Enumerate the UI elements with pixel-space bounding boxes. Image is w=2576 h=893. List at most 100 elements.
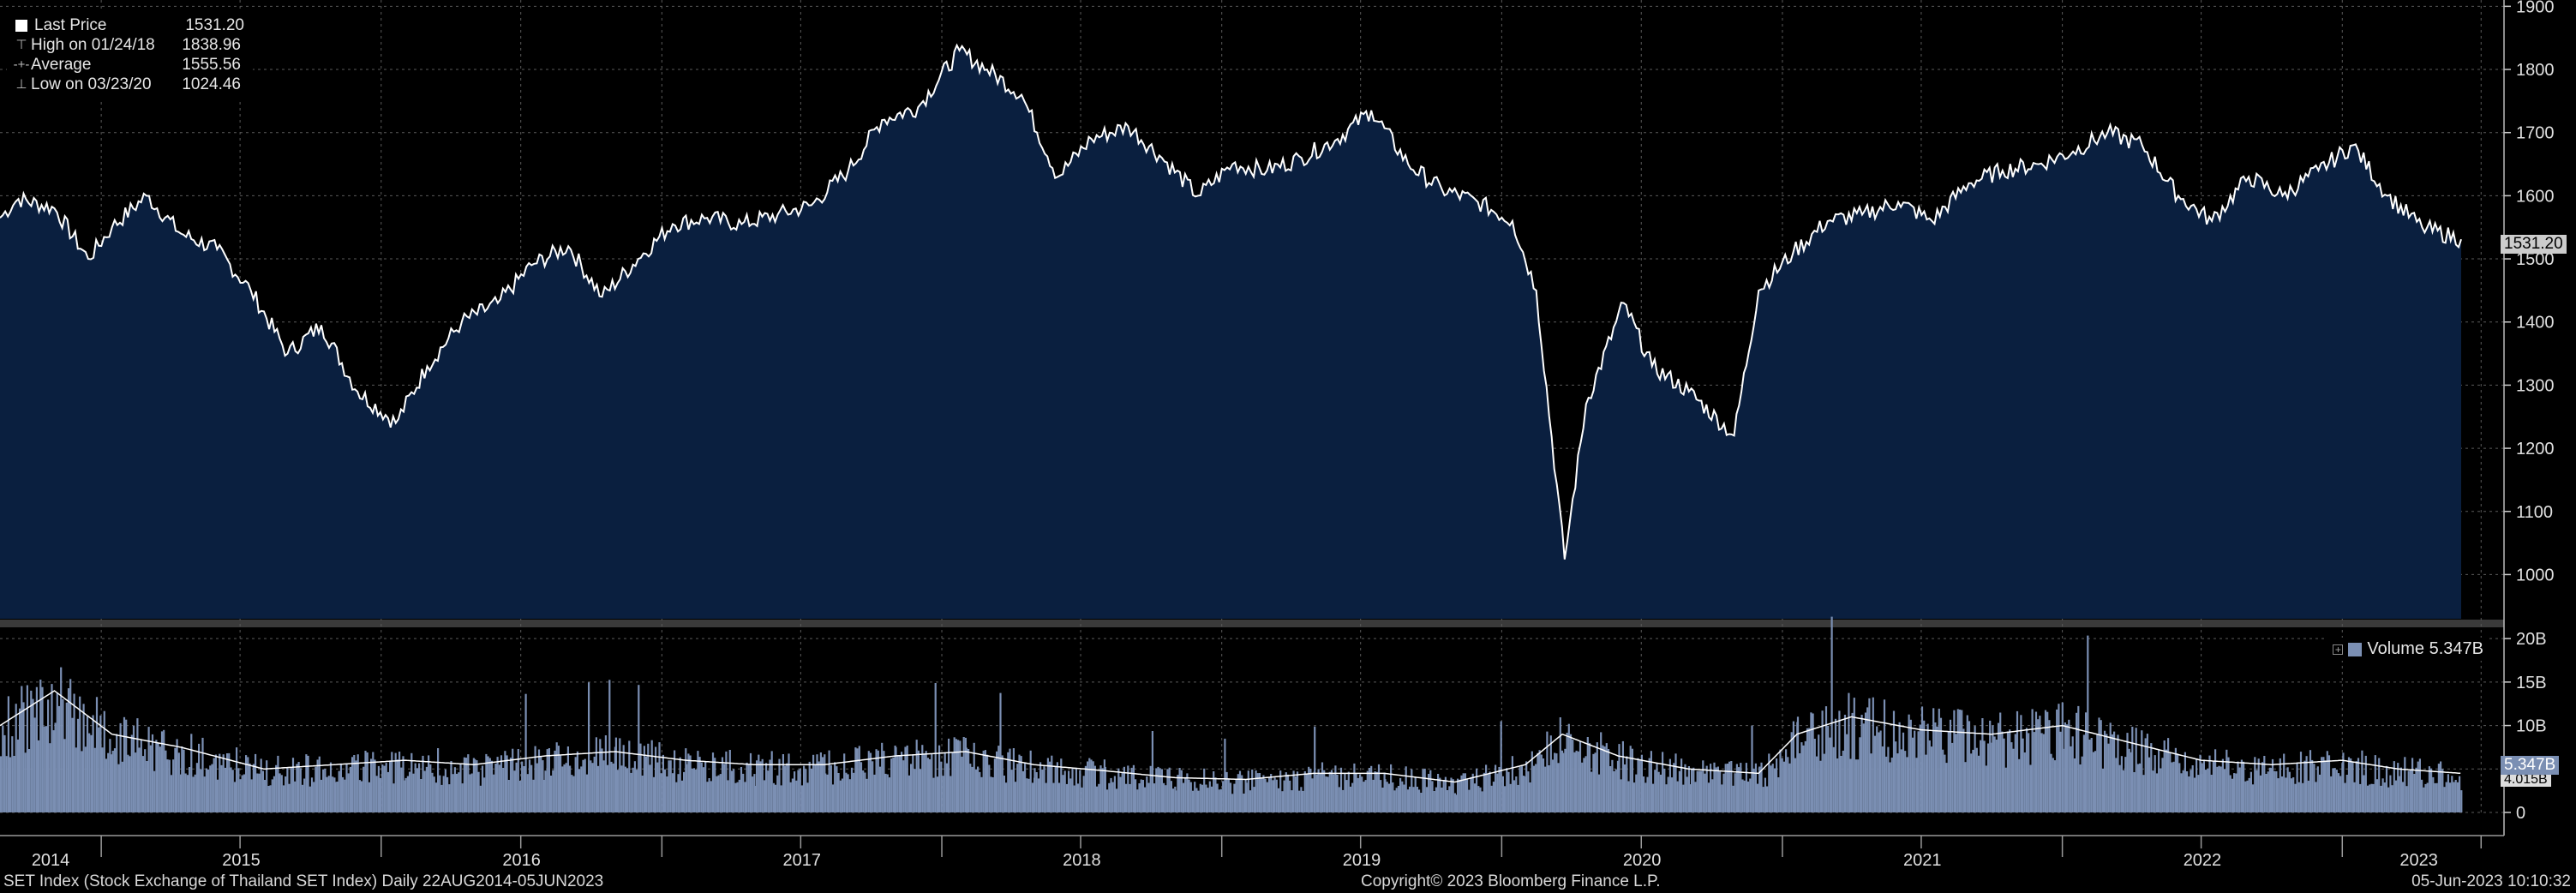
volume-bar — [2275, 771, 2278, 812]
volume-bar — [2082, 734, 2085, 812]
volume-bar — [850, 767, 854, 812]
volume-bar — [839, 780, 842, 812]
volume-bar — [1342, 789, 1345, 812]
volume-bar — [1682, 784, 1685, 812]
volume-bar — [493, 774, 495, 812]
volume-bar — [1597, 774, 1601, 812]
volume-bar — [1409, 786, 1411, 812]
volume-bar — [883, 751, 885, 812]
volume-bar — [1745, 763, 1747, 812]
volume-bar — [664, 769, 667, 812]
volume-bar — [1939, 717, 1943, 812]
volume-bar — [2100, 720, 2102, 812]
volume-bar — [1195, 788, 1198, 812]
volume-bar — [2053, 760, 2057, 812]
volume-bar — [2135, 728, 2137, 812]
volume-bar — [237, 768, 240, 812]
volume-bar — [1781, 758, 1783, 812]
volume-bar — [190, 734, 193, 812]
volume-bar — [980, 776, 983, 812]
volume-bar — [509, 758, 512, 812]
volume-bar — [119, 722, 122, 812]
legend-low: ⊥ Low on 03/23/20 1024.46 — [12, 75, 244, 94]
volume-bar — [2218, 765, 2220, 812]
volume-bar — [433, 776, 435, 812]
volume-bar — [458, 772, 460, 812]
volume-bar — [1676, 781, 1679, 812]
volume-bar — [1663, 768, 1666, 812]
volume-bar — [1531, 751, 1533, 812]
volume-bar — [1117, 768, 1120, 812]
volume-bar — [1468, 789, 1471, 812]
volume-bar — [580, 766, 583, 812]
average-marker-icon: -+- — [13, 57, 30, 72]
volume-bar — [1698, 770, 1700, 812]
volume-bar — [1447, 790, 1449, 812]
volume-bar — [1170, 781, 1172, 812]
volume-bar — [1656, 763, 1658, 812]
volume-bar — [107, 752, 110, 812]
volume-bar — [1249, 790, 1252, 812]
volume-bar — [1944, 754, 1946, 812]
volume-bar — [2366, 785, 2369, 812]
volume-bar — [2031, 709, 2034, 812]
volume-bar — [1694, 782, 1697, 812]
volume-bar — [803, 765, 806, 812]
volume-bar — [1507, 771, 1510, 812]
volume-bar — [1992, 725, 1994, 812]
volume-bar — [222, 754, 225, 812]
volume-bar — [1659, 774, 1662, 812]
volume-bar — [1551, 759, 1555, 812]
volume-bar — [647, 743, 650, 812]
volume-bar — [856, 748, 859, 812]
price-tick-label: 1400 — [2516, 314, 2555, 333]
volume-bar — [297, 762, 300, 812]
volume-bar — [1483, 772, 1485, 812]
volume-bar — [47, 699, 50, 812]
volume-bar — [622, 745, 625, 812]
volume-bar — [179, 774, 183, 812]
volume-bar — [1762, 787, 1764, 812]
volume-bar — [1336, 775, 1339, 812]
volume-bar — [1345, 780, 1348, 812]
volume-bar — [2296, 762, 2298, 812]
volume-bar — [1012, 748, 1015, 812]
volume-bar — [1258, 773, 1261, 812]
volume-bar — [1358, 774, 1362, 812]
volume-bar — [1375, 771, 1378, 812]
volume-bar — [402, 756, 404, 812]
volume-bar — [2430, 768, 2433, 812]
volume-bar — [409, 771, 411, 812]
volume-bar — [1462, 773, 1465, 812]
volume-bar — [895, 746, 897, 812]
volume-bar — [1633, 782, 1636, 812]
volume-bar — [1849, 758, 1852, 812]
volume-bar — [1397, 786, 1399, 812]
volume-bar — [412, 773, 415, 812]
volume-bar — [1650, 751, 1652, 812]
volume-bar — [255, 753, 257, 812]
volume-bar — [1277, 788, 1280, 812]
volume-bar — [189, 767, 191, 812]
volume-bar — [2113, 731, 2116, 812]
volume-bar — [1093, 765, 1096, 812]
volume-bar — [2088, 740, 2091, 812]
volume-bar — [1827, 725, 1830, 812]
volume-bar — [62, 698, 64, 812]
volume-bar — [836, 766, 838, 812]
volume-bar — [1227, 778, 1230, 812]
volume-bar — [780, 785, 782, 812]
volume-bar — [1141, 780, 1144, 812]
volume-bar — [808, 761, 811, 812]
volume-bar — [1535, 764, 1537, 812]
volume-bar — [1989, 720, 1992, 812]
volume-bar — [1688, 784, 1691, 812]
volume-bar — [1900, 749, 1902, 812]
volume-bar — [472, 758, 475, 812]
volume-bar — [1823, 753, 1825, 812]
volume-bar — [2092, 752, 2094, 812]
volume-bar — [2216, 766, 2219, 812]
expand-icon[interactable]: + — [2333, 644, 2344, 656]
volume-bar — [2277, 778, 2279, 812]
volume-bar — [1101, 768, 1104, 812]
